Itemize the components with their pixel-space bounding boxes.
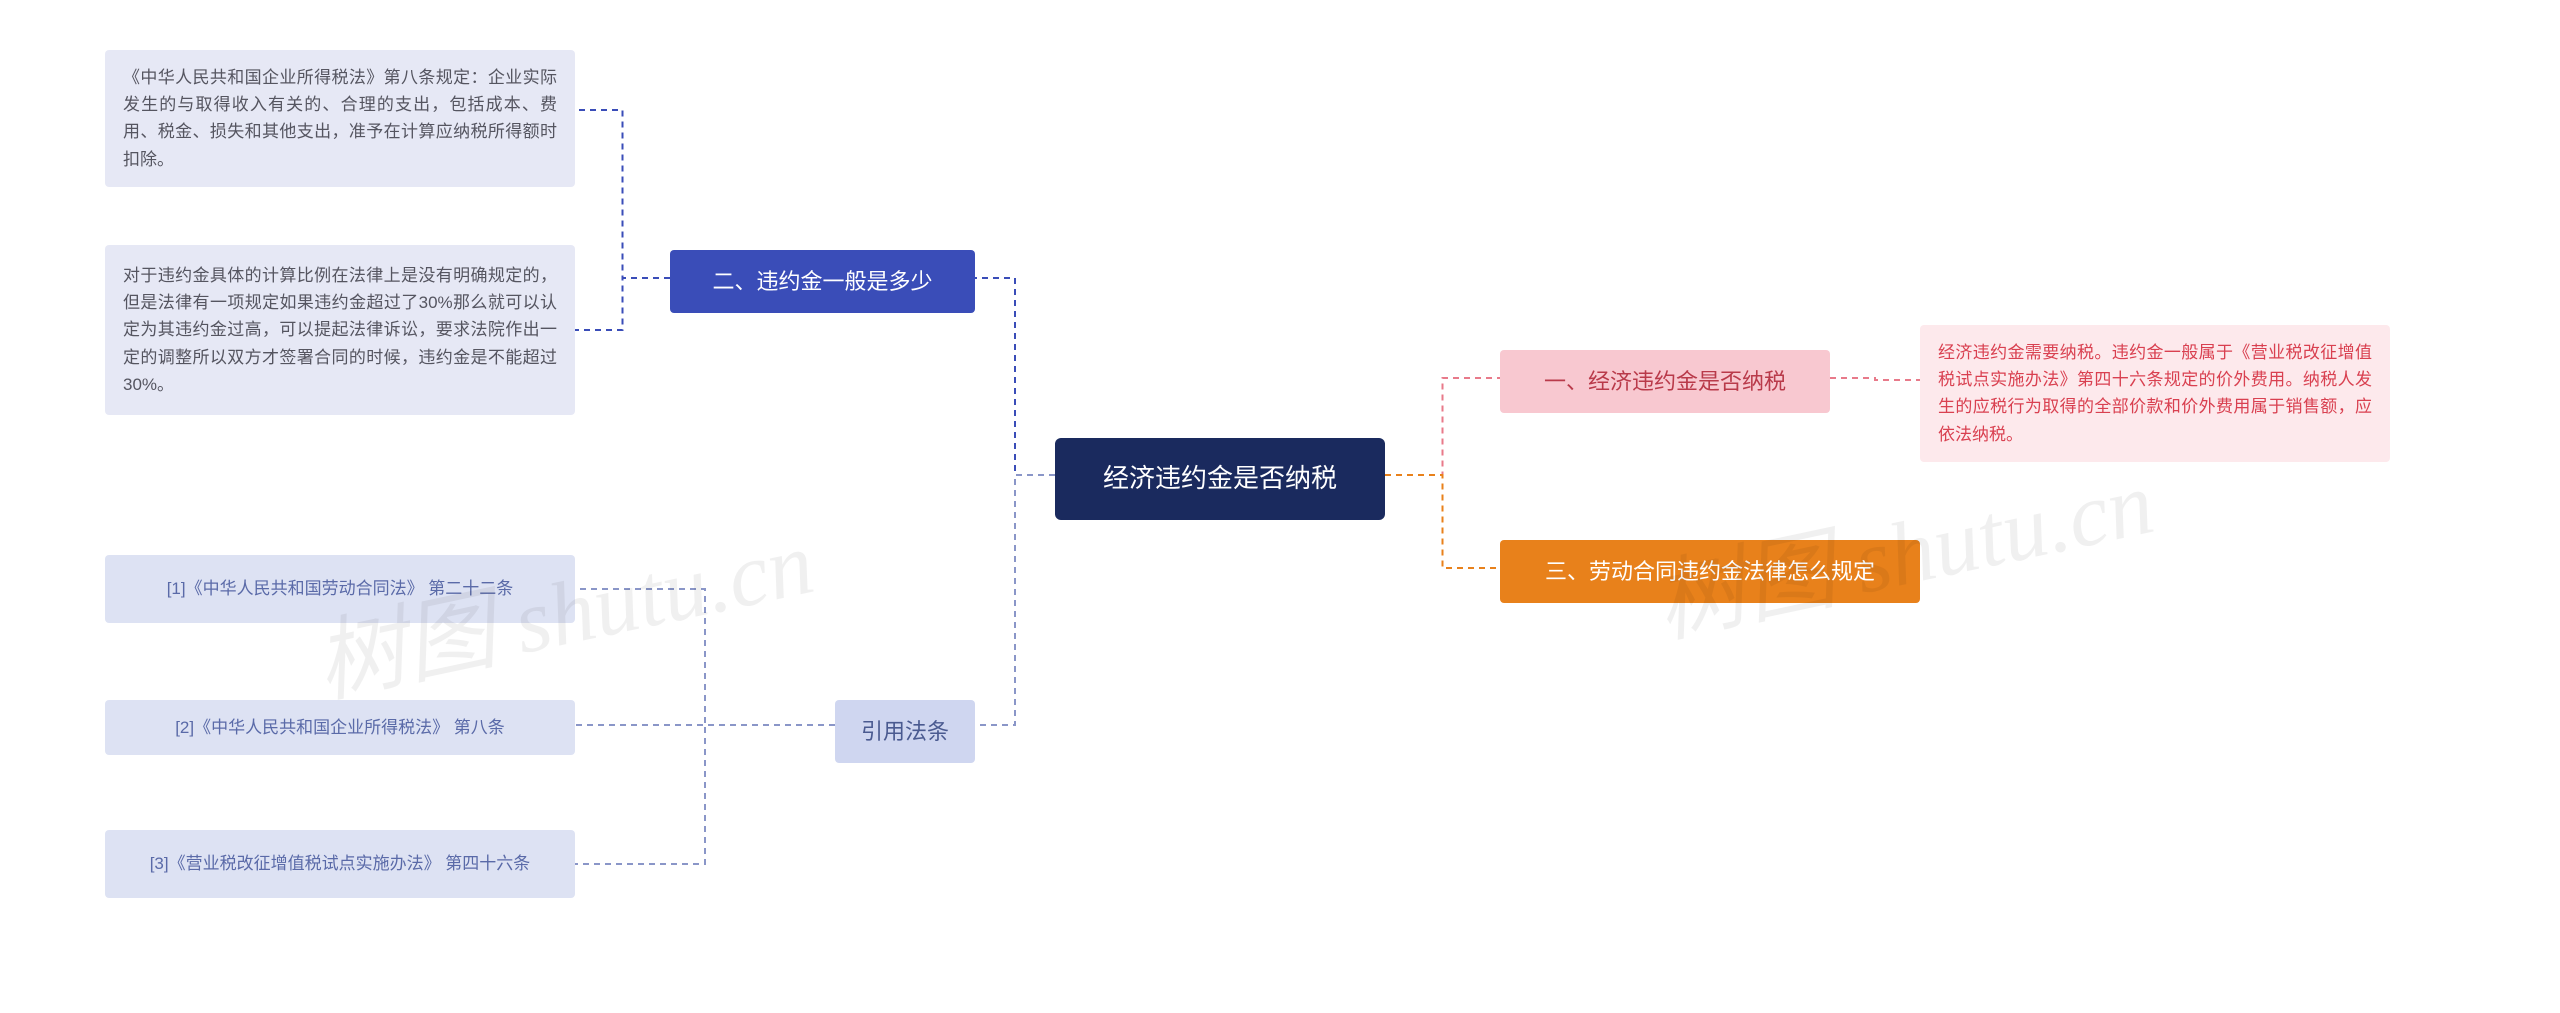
leaf-left-1-0: [1]《中华人民共和国劳动合同法》 第二十二条 — [105, 555, 575, 623]
branch-left-1: 引用法条 — [835, 700, 975, 763]
leaf-left-0-1: 对于违约金具体的计算比例在法律上是没有明确规定的，但是法律有一项规定如果违约金超… — [105, 245, 575, 415]
leaf-right-0-0: 经济违约金需要纳税。违约金一般属于《营业税改征增值税试点实施办法》第四十六条规定… — [1920, 325, 2390, 462]
leaf-left-1-1: [2]《中华人民共和国企业所得税法》 第八条 — [105, 700, 575, 755]
root-node: 经济违约金是否纳税 — [1055, 438, 1385, 520]
branch-right-0: 一、经济违约金是否纳税 — [1500, 350, 1830, 413]
leaf-left-0-0: 《中华人民共和国企业所得税法》第八条规定：企业实际发生的与取得收入有关的、合理的… — [105, 50, 575, 187]
leaf-left-1-2: [3]《营业税改征增值税试点实施办法》 第四十六条 — [105, 830, 575, 898]
branch-right-1: 三、劳动合同违约金法律怎么规定 — [1500, 540, 1920, 603]
branch-left-0: 二、违约金一般是多少 — [670, 250, 975, 313]
